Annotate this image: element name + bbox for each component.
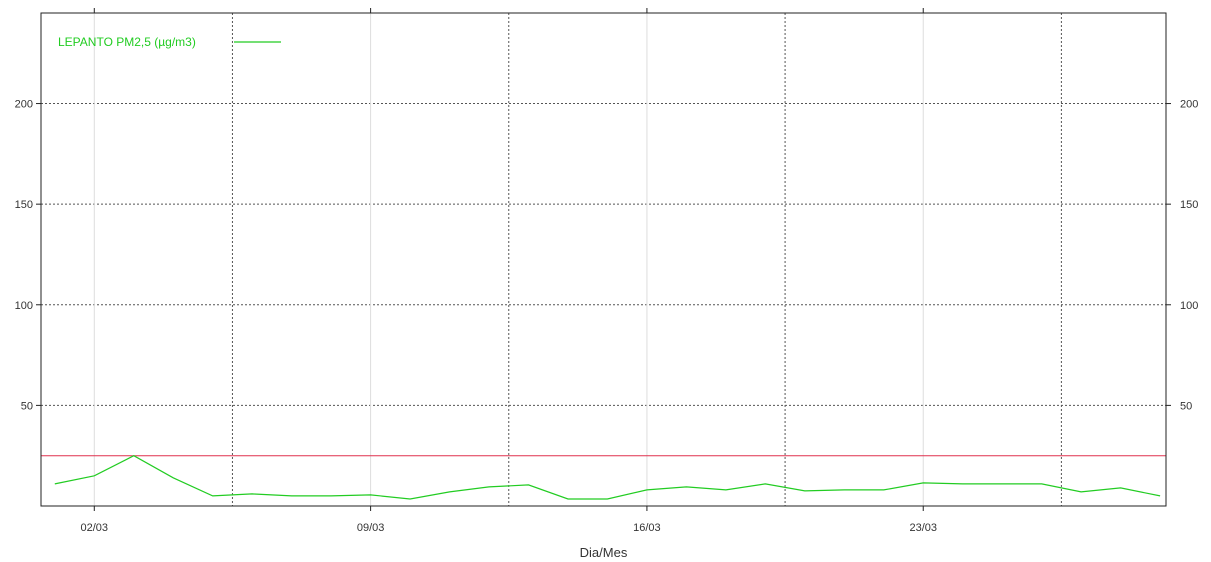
plot-frame [40,12,1167,507]
legend: LEPANTO PM2,5 (µg/m3) [58,35,281,49]
y-tick-label: 100 [15,300,33,312]
legend-label: LEPANTO PM2,5 (µg/m3) [58,35,196,49]
x-axis-title: Dia/Mes [580,545,628,560]
bottom-axis: 02/03 09/03 16/03 23/03 [81,506,937,534]
right-axis: 50 100 150 200 [1166,99,1198,412]
major-grid [41,13,1166,506]
x-tick-label: 16/03 [633,522,661,534]
y-tick-label: 150 [15,199,33,211]
top-axis [93,8,924,13]
minor-grid [93,13,924,506]
y-tick-label-right: 200 [1180,99,1198,111]
x-tick-label: 09/03 [357,522,385,534]
y-tick-label: 50 [21,400,33,412]
series-group [54,455,1161,500]
y-tick-label: 200 [15,99,33,111]
x-tick-label: 23/03 [909,522,937,534]
left-axis: 50 100 150 200 [15,99,41,412]
y-tick-label-right: 100 [1180,300,1198,312]
x-tick-label: 02/03 [81,522,109,534]
y-tick-label-right: 50 [1180,400,1192,412]
series-line [54,455,1161,500]
y-tick-label-right: 150 [1180,199,1198,211]
